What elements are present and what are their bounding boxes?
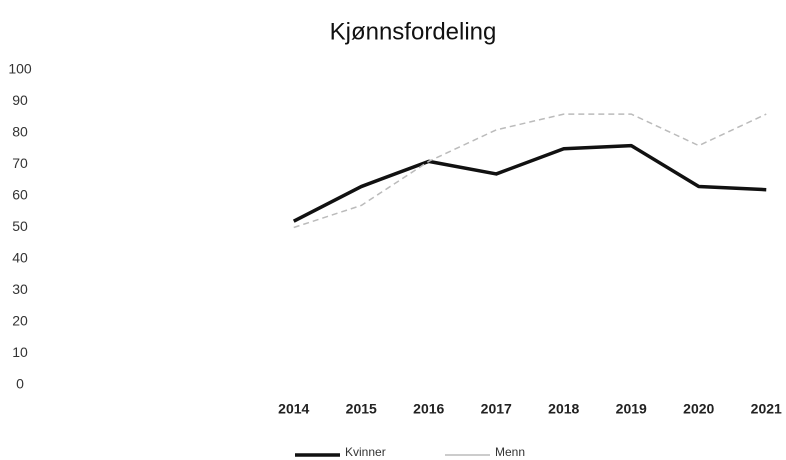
legend-label: Menn xyxy=(495,445,525,459)
chart-title: Kjønnsfordeling xyxy=(330,18,497,45)
x-tick-label: 2018 xyxy=(548,401,579,417)
y-tick-label: 40 xyxy=(12,250,28,266)
y-tick-label: 90 xyxy=(12,92,28,108)
y-tick-label: 60 xyxy=(12,187,28,203)
x-tick-label: 2019 xyxy=(616,401,647,417)
y-tick-label: 20 xyxy=(12,313,28,329)
x-tick-label: 2020 xyxy=(683,401,714,417)
y-tick-label: 80 xyxy=(12,124,28,140)
legend-label: Kvinner xyxy=(345,445,386,459)
y-tick-label: 70 xyxy=(12,155,28,171)
x-tick-label: 2017 xyxy=(481,401,512,417)
x-tick-label: 2015 xyxy=(346,401,377,417)
series-line xyxy=(293,113,767,229)
y-tick-label: 100 xyxy=(8,61,32,77)
x-tick-label: 2016 xyxy=(413,401,444,417)
y-tick-label: 10 xyxy=(12,344,28,360)
x-tick-label: 2021 xyxy=(751,401,782,417)
x-tick-label: 2014 xyxy=(278,401,309,417)
y-tick-label: 30 xyxy=(12,281,28,297)
y-tick-label: 0 xyxy=(16,376,24,392)
y-tick-label: 50 xyxy=(12,218,28,234)
series-line xyxy=(292,143,767,223)
